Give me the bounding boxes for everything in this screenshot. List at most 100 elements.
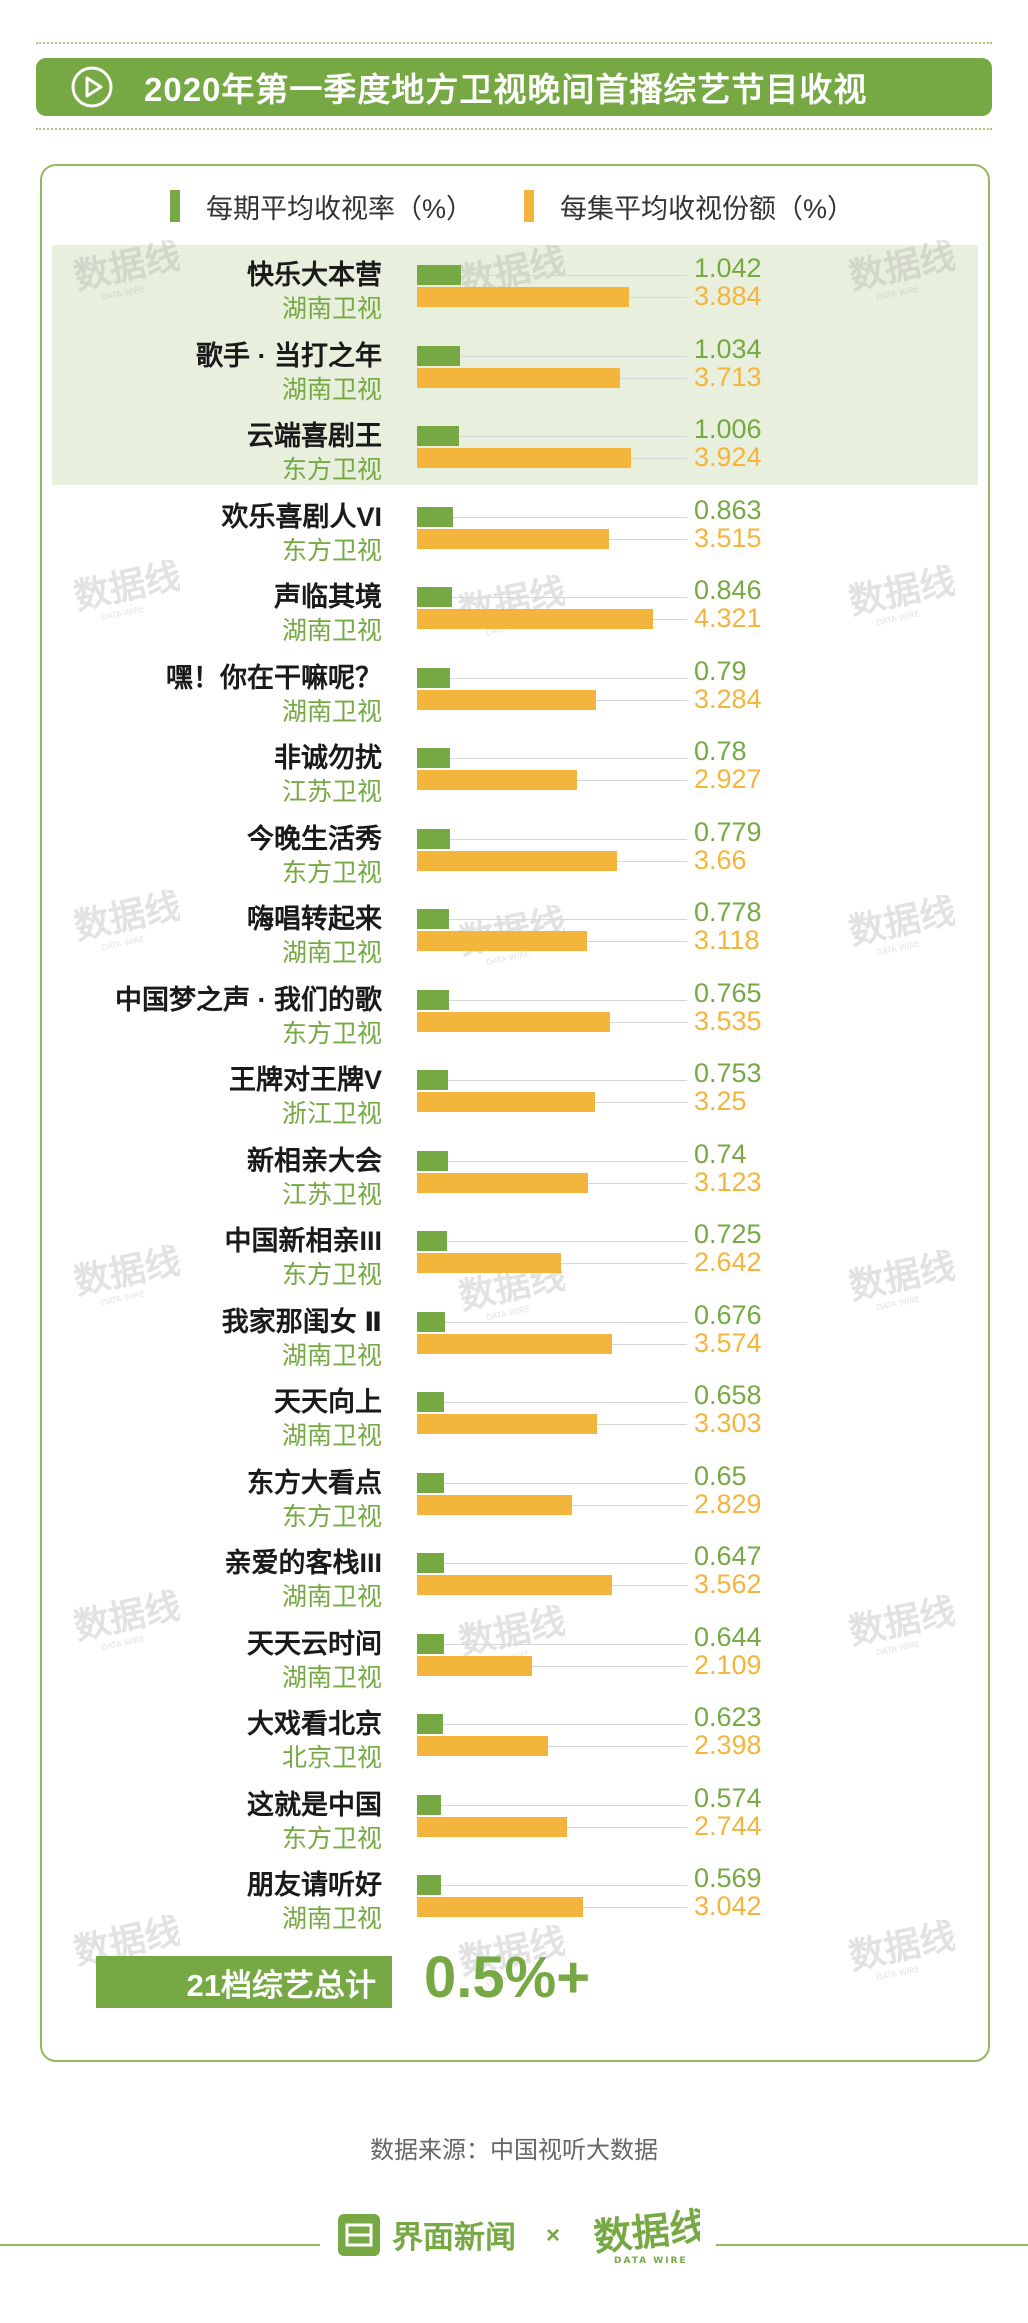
data-label-rating: 0.79 [694, 655, 747, 686]
guide-line [417, 1402, 687, 1403]
program-name: 今晚生活秀 [247, 823, 382, 854]
bar-rating [417, 909, 450, 929]
bar-rating [417, 1231, 448, 1251]
legend-item-share: 每集平均收视份额（%） [524, 186, 854, 226]
program-channel: 东方卫视 [281, 536, 382, 565]
chart-panel [40, 164, 990, 2062]
guide-line [417, 597, 687, 598]
program-channel: 湖南卫视 [281, 1422, 382, 1450]
data-label-rating: 0.725 [694, 1219, 762, 1249]
program-name: 中国梦之声 · 我们的歌 [115, 984, 382, 1015]
brand-separator: × [546, 2222, 561, 2249]
bar-share [417, 609, 653, 629]
title-dotted-line [36, 128, 992, 130]
svg-text:DATA WIRE: DATA WIRE [614, 2256, 688, 2266]
data-label-rating: 1.042 [694, 253, 762, 283]
program-channel: 湖南卫视 [281, 939, 382, 967]
guide-line [417, 838, 687, 840]
chart-row: 云端喜剧王 东方卫视 1.006 3.924 [0, 406, 1028, 487]
data-label-share: 2.744 [694, 1810, 762, 1841]
data-label-share: 3.924 [694, 442, 762, 472]
bar-rating [417, 1150, 448, 1171]
bar-share [417, 528, 609, 549]
data-label-rating: 0.676 [694, 1299, 762, 1330]
legend-swatch-yellow [524, 190, 534, 222]
program-channel: 湖南卫视 [281, 295, 382, 323]
program-channel: 江苏卫视 [281, 778, 382, 806]
bar-share [417, 931, 588, 951]
program-channel: 湖南卫视 [281, 1663, 382, 1692]
bar-share [417, 1736, 548, 1756]
legend-item-rating: 每期平均收视率（%） [170, 186, 473, 226]
program-name: 我家那闺女 Ⅱ [221, 1306, 382, 1337]
program-channel: 湖南卫视 [281, 617, 382, 645]
guide-line [417, 1643, 687, 1645]
guide-line [417, 1321, 687, 1323]
legend-label-share: 每集平均收视份额（%） [560, 193, 855, 224]
bar-share [417, 1655, 533, 1676]
bar-rating [417, 426, 459, 446]
program-name: 快乐大本营 [247, 260, 382, 290]
program-name: 王牌对王牌V [228, 1065, 382, 1095]
chart-row: 大戏看北京 北京卫视 0.623 2.398 [0, 1694, 1028, 1775]
program-name: 这就是中国 [247, 1789, 382, 1820]
program-name: 东方大看点 [247, 1467, 382, 1498]
brand-logo: 界面新闻 [338, 2212, 516, 2257]
program-name: 亲爱的客栈III [224, 1548, 382, 1578]
bar-rating [417, 1633, 444, 1654]
data-label-share: 3.25 [694, 1086, 747, 1116]
bar-rating [417, 1311, 446, 1332]
data-label-share: 3.284 [694, 683, 762, 714]
program-channel: 湖南卫视 [281, 1583, 382, 1611]
chart-row: 这就是中国 东方卫视 0.574 2.744 [0, 1775, 1028, 1856]
program-channel: 浙江卫视 [281, 1100, 382, 1128]
summary-label: 21档综艺总计 [96, 1956, 392, 2008]
program-name: 中国新相亲III [224, 1226, 382, 1256]
chart-row: 新相亲大会 江苏卫视 0.74 3.123 [0, 1131, 1028, 1212]
data-label-rating: 0.65 [694, 1460, 747, 1491]
data-label-share: 4.321 [694, 603, 762, 633]
guide-line [417, 1885, 687, 1886]
bar-share [417, 1172, 588, 1193]
chart-row: 天天向上 湖南卫视 0.658 3.303 [0, 1372, 1028, 1453]
chart-row: 中国新相亲III 东方卫视 0.725 2.642 [0, 1211, 1028, 1292]
page-title: 2020年第一季度地方卫视晚间首播综艺节目收视 [144, 71, 868, 108]
chart-row: 天天云时间 湖南卫视 0.644 2.109 [0, 1614, 1028, 1695]
data-label-rating: 0.765 [694, 977, 762, 1008]
bar-rating [417, 265, 461, 285]
chart-row: 非诚勿扰江苏卫视 0.78 2.927 [0, 728, 1028, 809]
data-label-share: 2.927 [694, 764, 762, 794]
program-channel: 东方卫视 [281, 1261, 382, 1289]
program-name: 非诚勿扰 [274, 743, 382, 773]
guide-line [417, 275, 687, 276]
top-dotted-line [36, 42, 992, 44]
program-channel: 东方卫视 [281, 456, 382, 484]
title-bar: 2020年第一季度地方卫视晚间首播综艺节目收视 [36, 58, 992, 116]
data-label-rating: 0.623 [694, 1702, 762, 1732]
svg-text:数据线: 数据线 [592, 2206, 700, 2260]
bar-rating [417, 667, 450, 688]
data-label-rating: 0.78 [694, 736, 747, 766]
data-label-rating: 0.658 [694, 1380, 762, 1410]
chart-row: 亲爱的客栈III 湖南卫视 0.647 3.562 [0, 1533, 1028, 1614]
bar-share [417, 1816, 567, 1837]
bar-share [417, 689, 597, 710]
data-label-share: 3.123 [694, 1166, 762, 1197]
guide-line [417, 1724, 687, 1725]
program-channel: 东方卫视 [281, 858, 382, 887]
bar-rating [417, 1070, 449, 1090]
data-label-rating: 0.753 [694, 1058, 762, 1088]
program-channel: 东方卫视 [281, 1502, 382, 1531]
bar-rating [417, 506, 454, 527]
play-circle-icon [71, 66, 113, 108]
chart-row: 我家那闺女 Ⅱ 湖南卫视 0.676 3.574 [0, 1292, 1028, 1373]
data-label-share: 3.042 [694, 1891, 762, 1921]
data-label-rating: 0.863 [694, 494, 762, 525]
